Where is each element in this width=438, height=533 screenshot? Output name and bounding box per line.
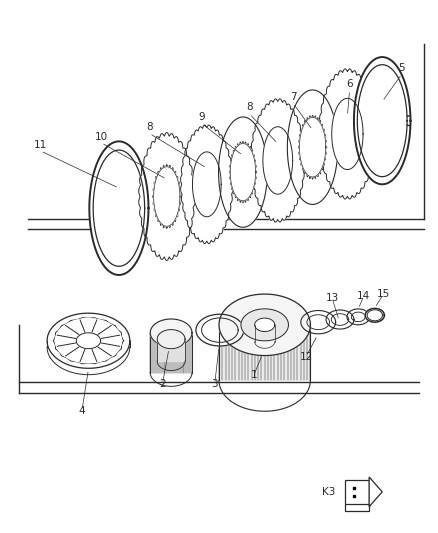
Polygon shape	[326, 310, 354, 329]
Text: 8: 8	[246, 102, 253, 112]
Text: 11: 11	[34, 140, 47, 150]
Text: 13: 13	[325, 293, 339, 303]
Polygon shape	[47, 313, 130, 368]
Polygon shape	[157, 339, 185, 361]
Polygon shape	[354, 57, 410, 184]
Polygon shape	[345, 480, 369, 504]
Polygon shape	[320, 71, 375, 197]
Polygon shape	[53, 318, 124, 364]
Text: 7: 7	[290, 92, 296, 102]
Polygon shape	[263, 127, 293, 194]
Polygon shape	[192, 152, 221, 217]
Polygon shape	[150, 333, 192, 373]
Text: 3: 3	[212, 379, 218, 389]
Text: 1: 1	[251, 370, 257, 380]
Text: 8: 8	[146, 122, 153, 132]
Polygon shape	[300, 117, 326, 177]
Text: 10: 10	[95, 132, 108, 142]
Polygon shape	[139, 133, 195, 261]
Polygon shape	[55, 319, 121, 363]
Text: 9: 9	[198, 112, 205, 122]
Polygon shape	[230, 143, 256, 201]
Polygon shape	[150, 319, 192, 346]
Text: 12: 12	[300, 352, 313, 361]
Polygon shape	[241, 309, 289, 341]
Polygon shape	[319, 69, 376, 199]
Polygon shape	[254, 318, 275, 332]
Text: K3: K3	[322, 487, 336, 497]
Text: 6: 6	[346, 78, 353, 88]
Text: 5: 5	[399, 63, 405, 72]
Polygon shape	[347, 309, 370, 325]
Polygon shape	[287, 90, 338, 205]
Polygon shape	[89, 141, 148, 275]
Text: 15: 15	[377, 289, 390, 299]
Polygon shape	[332, 98, 363, 169]
Polygon shape	[369, 477, 382, 507]
Polygon shape	[219, 117, 267, 227]
Polygon shape	[219, 294, 311, 356]
Polygon shape	[76, 333, 101, 349]
Polygon shape	[180, 125, 233, 244]
Polygon shape	[251, 99, 305, 222]
Text: 2: 2	[159, 379, 166, 389]
Polygon shape	[157, 329, 185, 349]
Polygon shape	[140, 135, 194, 258]
Polygon shape	[298, 115, 327, 179]
Polygon shape	[154, 167, 180, 227]
Polygon shape	[196, 314, 244, 346]
Polygon shape	[365, 309, 385, 322]
Polygon shape	[153, 165, 181, 229]
Polygon shape	[219, 325, 311, 381]
Text: 4: 4	[78, 406, 85, 416]
Polygon shape	[230, 141, 257, 203]
Polygon shape	[181, 127, 232, 241]
Polygon shape	[301, 311, 336, 334]
Text: 14: 14	[357, 290, 371, 301]
Polygon shape	[251, 101, 304, 220]
